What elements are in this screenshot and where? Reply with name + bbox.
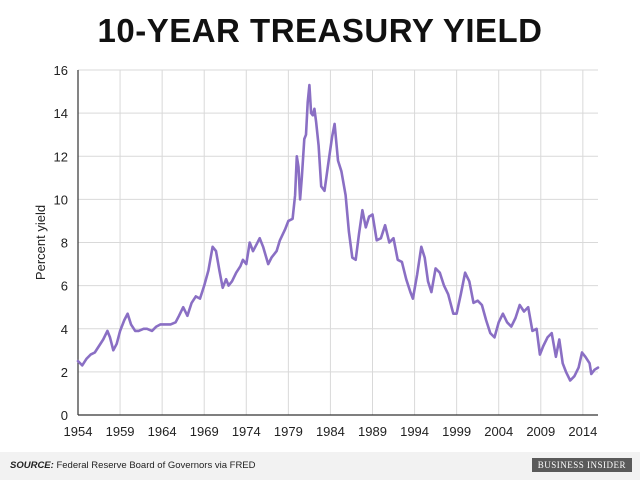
chart-title: 10-YEAR TREASURY YIELD	[97, 12, 543, 49]
source-text: Federal Reserve Board of Governors via F…	[56, 460, 256, 471]
x-tick-label: 1984	[316, 424, 345, 439]
x-tick-label: 2014	[568, 424, 597, 439]
x-tick-label: 1994	[400, 424, 429, 439]
y-tick-label: 16	[54, 63, 68, 78]
y-tick-label: 6	[61, 279, 68, 294]
source-label: SOURCE:	[10, 460, 54, 471]
x-tick-label: 1999	[442, 424, 471, 439]
x-tick-label: 2004	[484, 424, 513, 439]
y-tick-label: 14	[54, 106, 68, 121]
y-axis-label: Percent yield	[33, 205, 48, 280]
y-tick-label: 2	[61, 365, 68, 380]
x-tick-label: 1964	[148, 424, 177, 439]
source-footer: SOURCE: Federal Reserve Board of Governo…	[0, 452, 640, 480]
x-tick-label: 1954	[64, 424, 93, 439]
x-tick-label: 1974	[232, 424, 261, 439]
x-tick-label: 1989	[358, 424, 387, 439]
y-tick-label: 12	[54, 149, 68, 164]
line-chart: 0 2 4 6 8 10 12 14 16 1954 1959 1964 1969 1974 1979 198…	[33, 63, 600, 439]
y-tick-label: 10	[54, 192, 68, 207]
yield-line	[76, 83, 600, 382]
y-tick-label: 0	[61, 408, 68, 423]
x-tick-label: 1979	[274, 424, 303, 439]
x-tick-label: 1969	[190, 424, 219, 439]
x-tick-label: 1959	[106, 424, 135, 439]
y-tick-label: 8	[61, 236, 68, 251]
y-tick-label: 4	[61, 322, 68, 337]
brand-logo: BUSINESS INSIDER	[531, 458, 632, 472]
x-tick-label: 2009	[526, 424, 555, 439]
source-note: SOURCE: Federal Reserve Board of Governo…	[10, 460, 256, 471]
